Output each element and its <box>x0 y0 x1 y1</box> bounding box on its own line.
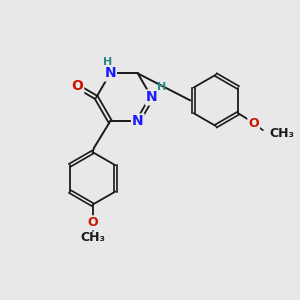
Text: H: H <box>157 82 166 92</box>
Text: O: O <box>87 216 98 229</box>
Text: O: O <box>248 117 259 130</box>
Text: N: N <box>146 91 158 104</box>
Text: CH₃: CH₃ <box>269 127 294 140</box>
Text: N: N <box>132 115 144 128</box>
Text: H: H <box>103 57 112 68</box>
Text: CH₃: CH₃ <box>80 231 105 244</box>
Text: N: N <box>104 67 116 80</box>
Text: O: O <box>71 80 83 93</box>
